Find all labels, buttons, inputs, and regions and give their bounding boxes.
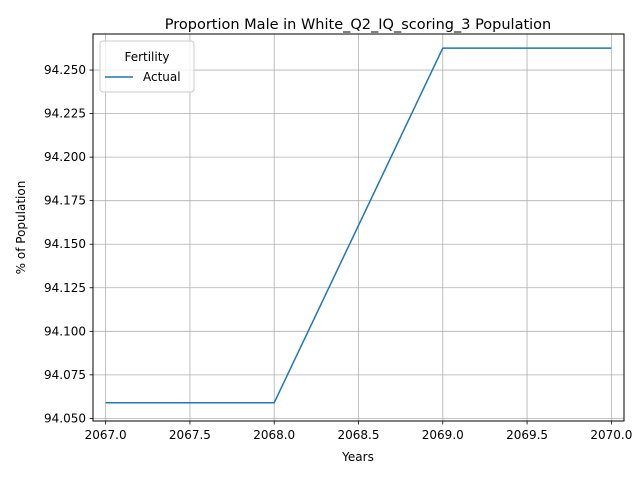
series-layer [105, 47, 612, 404]
series-line-actual [105, 47, 612, 404]
y-tick-label: 94.225 [44, 107, 86, 121]
y-tick-label: 94.150 [44, 237, 86, 251]
x-tick-label: 2068.0 [253, 428, 295, 442]
y-axis-ticks: 94.050 94.075 94.100 94.125 94.150 94.175 94.2… [44, 63, 93, 425]
x-tick-label: 2067.5 [169, 428, 211, 442]
y-tick-label: 94.200 [44, 150, 86, 164]
legend-box [99, 40, 195, 93]
y-tick-label: 94.050 [44, 411, 86, 425]
chart-title: Proportion Male in White_Q2_IQ_scoring_3… [165, 17, 552, 33]
y-tick-label: 94.175 [44, 194, 86, 208]
x-tick-label: 2068.5 [338, 428, 380, 442]
grid [93, 34, 624, 421]
legend-title: Fertility [124, 50, 169, 64]
legend: Fertility Actual [99, 40, 195, 93]
x-tick-label: 2069.5 [506, 428, 548, 442]
y-tick-label: 94.075 [44, 368, 86, 382]
x-tick-label: 2067.0 [85, 428, 127, 442]
x-axis-ticks: 2067.0 2067.5 2068.0 2068.5 2069.0 2069.5 2070… [85, 421, 632, 442]
y-tick-label: 94.250 [44, 63, 86, 77]
x-axis-label: Years [341, 450, 374, 464]
y-tick-label: 94.100 [44, 324, 86, 338]
legend-label-actual: Actual [143, 70, 181, 84]
x-tick-label: 2070.0 [590, 428, 632, 442]
x-tick-label: 2069.0 [422, 428, 464, 442]
y-tick-label: 94.125 [44, 281, 86, 295]
y-axis-label: % of Population [14, 181, 28, 275]
